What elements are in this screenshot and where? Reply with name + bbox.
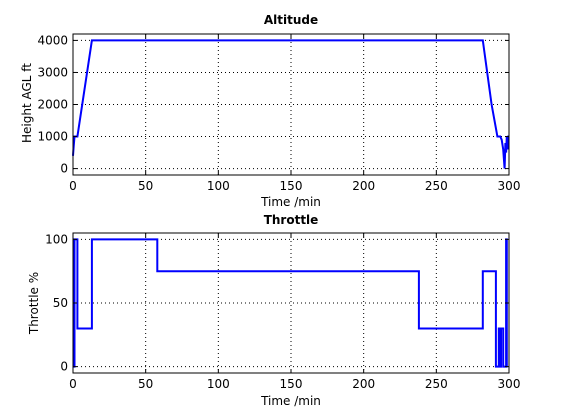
altitude-xlabel: Time /min [260,195,321,209]
altitude-xtick-label: 300 [498,179,521,193]
altitude-ytick-label: 4000 [37,33,68,47]
altitude-xtick-label: 200 [352,179,375,193]
altitude-title: Altitude [264,13,318,27]
throttle-ytick-label: 50 [53,296,68,310]
throttle-xtick-label: 200 [352,377,375,391]
altitude-xtick-label: 150 [280,179,303,193]
throttle-xtick-label: 50 [138,377,153,391]
throttle-xlabel: Time /min [260,394,321,408]
throttle-ytick-label: 0 [60,360,68,374]
throttle-series-line [73,238,508,368]
altitude-ylabel: Height AGL ft [20,63,34,143]
altitude-ytick-label: 1000 [37,130,68,144]
throttle-ylabel: Throttle % [27,272,41,335]
throttle-xtick-label: 150 [280,377,303,391]
throttle-xtick-label: 300 [498,377,521,391]
throttle-xtick-label: 0 [69,377,77,391]
altitude-ytick-label: 0 [60,162,68,176]
altitude-xtick-label: 250 [425,179,448,193]
altitude-plot-area [73,34,509,175]
throttle-ytick-label: 100 [45,232,68,246]
altitude-xtick-label: 0 [69,179,77,193]
altitude-xtick-label: 100 [207,179,230,193]
throttle-xtick-label: 100 [207,377,230,391]
altitude-ytick-label: 2000 [37,98,68,112]
altitude-ytick-label: 3000 [37,65,68,79]
throttle-title: Throttle [264,213,319,227]
throttle-axes: Throttle Time /min Throttle % 0 50 100 150 2… [27,213,520,408]
altitude-xtick-label: 50 [138,179,153,193]
throttle-xtick-label: 250 [425,377,448,391]
altitude-axes: Altitude Time /min Height AGL ft 0 50 100 1… [20,13,520,209]
